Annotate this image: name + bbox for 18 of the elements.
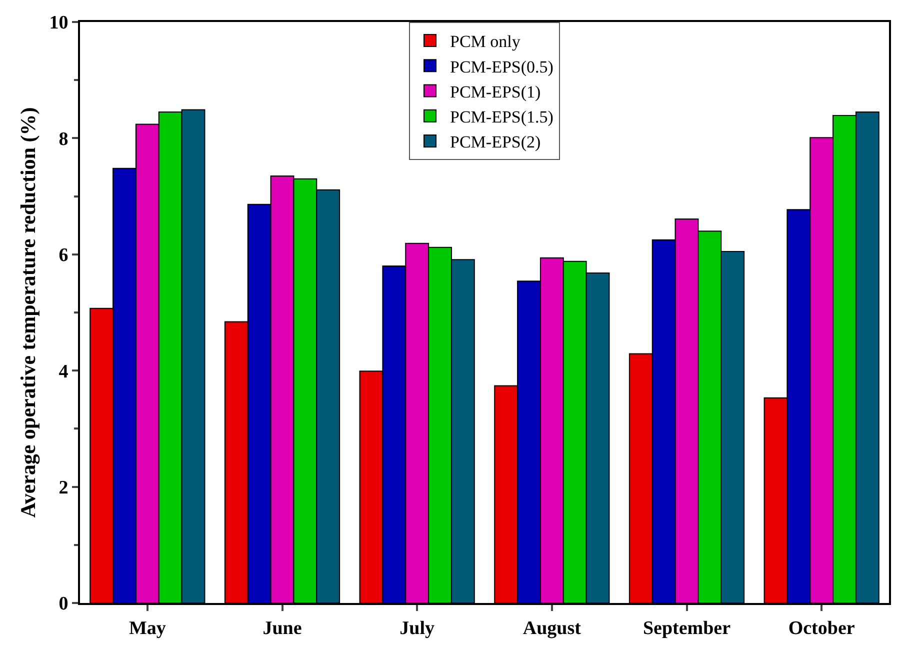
x-tick-label: June xyxy=(262,618,302,639)
x-tick-label: August xyxy=(522,618,582,639)
y-tick-label: 6 xyxy=(58,245,68,266)
y-axis-title: Average operative temperature reduction (%) xyxy=(16,107,40,518)
legend-label: PCM-EPS(1) xyxy=(450,82,541,102)
x-tick-label: May xyxy=(128,618,166,639)
legend-label: PCM-EPS(0.5) xyxy=(450,57,554,76)
y-tick-label: 0 xyxy=(58,594,68,615)
x-tick-label: October xyxy=(788,618,856,639)
x-tick-label: July xyxy=(400,618,435,639)
y-tick-label: 4 xyxy=(58,361,69,382)
y-tick-label: 2 xyxy=(58,477,68,498)
legend-label: PCM-EPS(2) xyxy=(450,132,541,152)
legend-label: PCM only xyxy=(450,32,521,52)
y-tick-label: 10 xyxy=(49,12,68,34)
x-tick-label: September xyxy=(642,618,732,639)
y-tick-label: 8 xyxy=(58,128,68,150)
legend-label: PCM-EPS(1.5) xyxy=(450,107,554,126)
